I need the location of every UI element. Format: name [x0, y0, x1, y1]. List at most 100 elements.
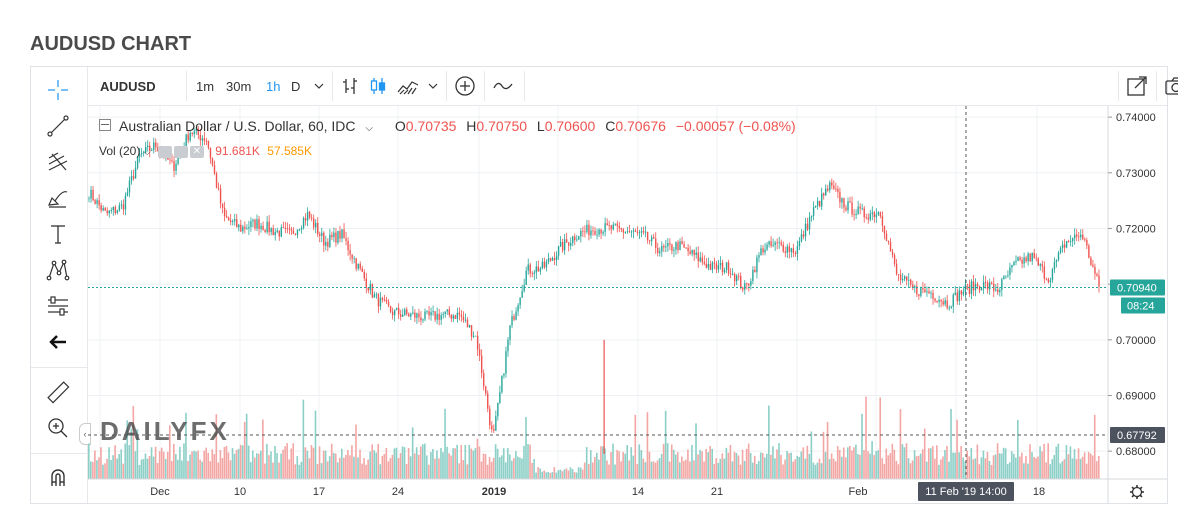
candle-body — [381, 297, 384, 300]
settings-gear-icon[interactable] — [173, 145, 188, 158]
visibility-eye-icon[interactable] — [157, 145, 172, 158]
volume-bar — [865, 396, 867, 479]
volume-bar — [782, 464, 784, 479]
projection-tool-icon[interactable] — [43, 291, 73, 321]
volume-bar — [1043, 443, 1045, 479]
volume-bar — [1079, 458, 1082, 479]
volume-bar — [717, 462, 720, 479]
volume-chevron-down-icon[interactable]: ⌵ — [143, 147, 151, 157]
add-indicator-icon[interactable] — [454, 67, 476, 105]
candle-body — [106, 210, 108, 214]
candle-body — [742, 287, 744, 290]
volume-bar — [998, 453, 1001, 479]
price-chart[interactable]: DAILYFX 0.740000.730000.720000.710000.70… — [88, 106, 1167, 503]
candle-body — [497, 402, 499, 417]
trend-line-tool-icon[interactable] — [43, 111, 73, 141]
volume-bar — [1073, 449, 1076, 479]
crosshair-time-label: 11 Feb '19 14:00 — [925, 486, 1006, 498]
chart-style-chevron-down-icon[interactable] — [428, 67, 438, 105]
candle-body — [205, 140, 208, 142]
fib-tool-icon[interactable] — [43, 147, 73, 177]
legend-collapse-icon[interactable] — [99, 119, 111, 132]
candle-body — [833, 185, 835, 189]
remove-close-icon[interactable]: ✕ — [189, 145, 204, 158]
interval-30m[interactable]: 30m — [226, 78, 252, 94]
candle-body — [1071, 238, 1074, 242]
legend-chevron-down-icon[interactable]: ⌵ — [365, 123, 374, 134]
candle-body — [802, 234, 805, 237]
candle-body — [169, 159, 171, 161]
candle-body — [402, 314, 404, 317]
candle-body — [1047, 279, 1050, 283]
volume-bar — [428, 464, 430, 479]
candle-body — [695, 252, 697, 256]
camera-icon[interactable] — [1164, 67, 1178, 105]
brush-tool-icon[interactable] — [43, 183, 73, 213]
volume-bar — [306, 450, 309, 479]
volume-bar — [796, 455, 799, 479]
candle-body — [576, 239, 578, 241]
candle-body — [404, 309, 406, 315]
volume-bar — [338, 457, 341, 479]
volume-bar — [735, 452, 738, 479]
candle-body — [466, 319, 469, 328]
volume-bar — [452, 448, 454, 479]
interval-1m[interactable]: 1m — [196, 78, 215, 94]
crosshair-tool-icon[interactable] — [43, 75, 73, 105]
candle-body — [225, 216, 228, 218]
candle-body — [452, 315, 455, 319]
candle-body — [428, 311, 430, 316]
volume-bar — [1033, 456, 1035, 479]
interval-d[interactable]: D — [291, 78, 301, 94]
candle-body — [258, 219, 260, 229]
volume-bar — [361, 463, 363, 479]
volume-bar — [353, 456, 355, 479]
bar-style-icon[interactable] — [340, 67, 360, 105]
ruler-tool-icon[interactable] — [43, 377, 73, 407]
candle-body — [816, 200, 819, 206]
candle-body — [549, 258, 552, 261]
volume-bar — [98, 457, 100, 479]
back-arrow-icon[interactable] — [43, 327, 73, 357]
candle-body — [1021, 259, 1023, 264]
candle-body — [92, 189, 94, 201]
collapse-toolbar-button[interactable]: ‹ — [79, 423, 91, 445]
volume-bar — [399, 453, 402, 479]
candle-body — [144, 146, 147, 153]
volume-bar — [830, 453, 833, 479]
crosshair-price-badge — [1110, 427, 1165, 443]
volume-bar — [334, 453, 337, 479]
candle-body — [173, 161, 175, 171]
share-icon[interactable] — [1126, 67, 1148, 105]
volume-bar — [810, 431, 813, 479]
candle-body — [835, 188, 837, 190]
candle-body — [329, 234, 331, 247]
candle-body — [1067, 240, 1070, 242]
volume-bar — [711, 448, 714, 479]
interval-1h[interactable]: 1h — [266, 78, 281, 94]
zoom-in-icon[interactable] — [43, 413, 73, 443]
indicators-wave-icon[interactable] — [492, 67, 514, 105]
pattern-tool-icon[interactable] — [43, 255, 73, 285]
symbol-search[interactable]: AUDUSD — [100, 78, 156, 94]
volume-bar — [426, 455, 428, 479]
area-style-icon[interactable] — [396, 67, 420, 105]
magnet-icon[interactable] — [43, 463, 73, 493]
candle-body — [470, 325, 473, 337]
candle-body — [944, 300, 946, 305]
candle-body — [920, 288, 922, 296]
candle-body — [120, 204, 123, 206]
volume-bar — [557, 470, 560, 479]
candle-body — [227, 217, 230, 221]
last-price-label: 0.70940 — [1117, 282, 1157, 294]
interval-chevron-down-icon[interactable] — [314, 67, 324, 105]
chart-settings-gear-icon[interactable] — [1130, 485, 1144, 499]
candle-body — [211, 158, 214, 166]
volume-bar — [960, 446, 962, 479]
candle-body — [661, 245, 663, 252]
candle-style-icon[interactable] — [368, 67, 388, 105]
candle-body — [877, 212, 880, 215]
volume-bar — [88, 443, 90, 479]
volume-bar — [804, 458, 807, 479]
text-tool-icon[interactable] — [43, 219, 73, 249]
